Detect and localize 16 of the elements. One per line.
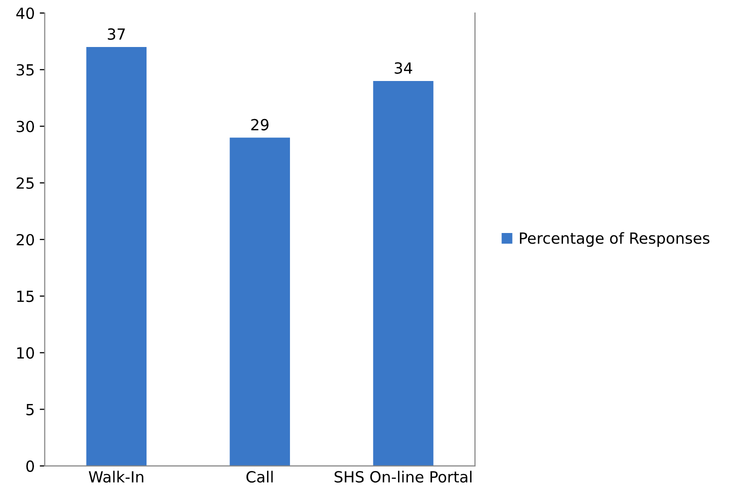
x-tick-label: Walk-In (88, 470, 144, 483)
y-tick-label: 35 (16, 64, 34, 76)
y-tick-label: 25 (16, 177, 34, 189)
y-tick-label: 10 (17, 347, 34, 359)
y-tick-label: 5 (26, 404, 34, 416)
legend-label: Percentage of Responses (520, 232, 710, 247)
data-label: 34 (394, 62, 412, 74)
x-tick-label: Call (246, 470, 273, 483)
data-label: 29 (251, 118, 268, 130)
x-tick-label: SHS On-line Portal (334, 470, 472, 483)
y-tick-label: 0 (26, 460, 34, 472)
data-label: 37 (108, 28, 125, 40)
y-tick-label: 30 (16, 120, 34, 132)
y-tick-label: 40 (16, 7, 34, 20)
y-tick-label: 15 (17, 290, 34, 302)
y-tick-label: 20 (16, 234, 34, 246)
